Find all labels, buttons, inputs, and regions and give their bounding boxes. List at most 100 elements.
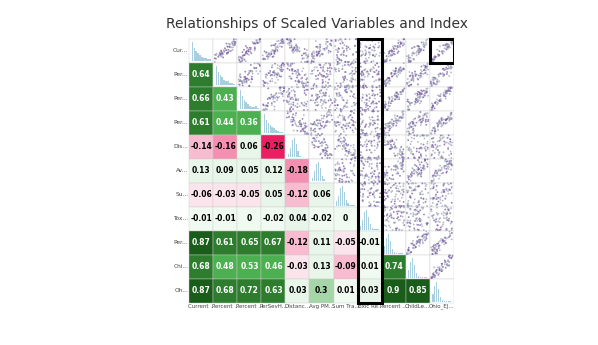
Point bbox=[379, 132, 389, 138]
Point bbox=[383, 76, 393, 81]
Point bbox=[441, 118, 450, 123]
Point bbox=[330, 119, 340, 125]
Point bbox=[339, 52, 349, 58]
Point bbox=[274, 66, 284, 71]
Point bbox=[444, 42, 453, 48]
Point bbox=[267, 76, 277, 81]
Point bbox=[350, 148, 360, 154]
Point bbox=[379, 181, 388, 186]
Point bbox=[392, 93, 401, 99]
Bar bbox=[190, 62, 213, 87]
Point bbox=[429, 172, 439, 178]
Point bbox=[279, 40, 289, 46]
Point bbox=[428, 251, 437, 257]
Point bbox=[358, 197, 367, 203]
Point bbox=[236, 55, 245, 60]
Point bbox=[438, 49, 447, 54]
Point bbox=[334, 119, 343, 125]
Point bbox=[397, 150, 407, 155]
Point bbox=[437, 49, 447, 55]
Point bbox=[374, 132, 383, 138]
Point bbox=[288, 71, 297, 76]
Point bbox=[323, 110, 332, 115]
Point bbox=[413, 95, 423, 100]
Point bbox=[398, 157, 408, 162]
Point bbox=[391, 119, 401, 124]
Point bbox=[312, 85, 322, 90]
Text: Percent ...: Percent ... bbox=[212, 304, 239, 309]
Point bbox=[364, 203, 374, 209]
Point bbox=[439, 135, 448, 140]
Point bbox=[286, 109, 296, 114]
Point bbox=[287, 67, 297, 72]
Point bbox=[417, 69, 427, 74]
Point bbox=[436, 119, 446, 125]
Point bbox=[408, 241, 417, 246]
Bar bbox=[219, 75, 221, 86]
Point bbox=[270, 50, 279, 56]
Bar bbox=[429, 111, 454, 135]
Point bbox=[273, 43, 282, 49]
Point bbox=[391, 118, 401, 123]
Point bbox=[444, 66, 454, 71]
Point bbox=[292, 46, 302, 51]
Point bbox=[391, 43, 401, 49]
Point bbox=[332, 62, 342, 67]
Point bbox=[279, 62, 289, 67]
Point bbox=[319, 116, 328, 121]
Point bbox=[337, 157, 347, 162]
Point bbox=[447, 237, 456, 242]
Point bbox=[423, 146, 432, 152]
Point bbox=[433, 139, 443, 144]
Point bbox=[403, 247, 413, 253]
Point bbox=[385, 207, 395, 213]
Point bbox=[340, 73, 350, 79]
Point bbox=[358, 198, 367, 203]
Point bbox=[215, 53, 225, 59]
Point bbox=[218, 51, 228, 57]
Point bbox=[413, 234, 422, 240]
Bar bbox=[203, 58, 205, 61]
Point bbox=[385, 76, 394, 81]
Point bbox=[327, 38, 336, 43]
Point bbox=[384, 123, 393, 128]
Point bbox=[440, 259, 450, 265]
Bar bbox=[285, 231, 310, 255]
Bar bbox=[365, 210, 367, 229]
Point bbox=[406, 141, 416, 147]
Point bbox=[398, 203, 408, 209]
Point bbox=[284, 91, 294, 96]
Point bbox=[423, 164, 432, 169]
Point bbox=[404, 248, 413, 254]
Point bbox=[361, 181, 370, 187]
Point bbox=[367, 141, 376, 146]
Point bbox=[393, 159, 403, 164]
Point bbox=[410, 132, 419, 138]
Point bbox=[347, 78, 356, 83]
Point bbox=[347, 152, 357, 158]
Point bbox=[437, 263, 447, 268]
Point bbox=[258, 107, 268, 113]
Point bbox=[412, 146, 422, 151]
Point bbox=[316, 48, 325, 53]
Point bbox=[405, 79, 414, 85]
Point bbox=[420, 159, 429, 164]
Point bbox=[409, 171, 419, 176]
Point bbox=[313, 53, 322, 58]
Point bbox=[331, 103, 340, 108]
Point bbox=[403, 126, 413, 131]
Bar bbox=[261, 135, 285, 159]
Point bbox=[309, 59, 319, 64]
Point bbox=[445, 88, 454, 94]
Point bbox=[393, 69, 402, 75]
Point bbox=[351, 154, 361, 160]
Point bbox=[343, 83, 353, 89]
Point bbox=[388, 52, 397, 58]
Text: 0.53: 0.53 bbox=[240, 262, 259, 271]
Point bbox=[393, 94, 402, 100]
Point bbox=[338, 63, 347, 69]
Point bbox=[417, 170, 426, 175]
Point bbox=[380, 181, 390, 187]
Point bbox=[426, 274, 436, 279]
Point bbox=[343, 83, 352, 89]
